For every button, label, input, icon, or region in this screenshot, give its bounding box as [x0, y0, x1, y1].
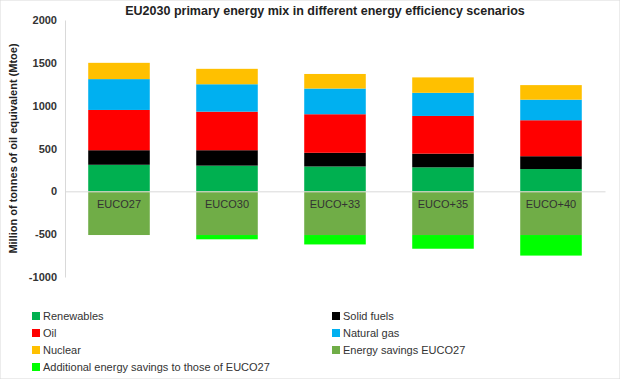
y-tick-label: 500 [39, 143, 57, 155]
bar [412, 154, 474, 168]
x-axis-line [66, 191, 606, 192]
bar [520, 100, 582, 121]
series [88, 191, 582, 235]
legend-item: Nuclear [32, 344, 81, 356]
legend-swatch [32, 363, 40, 371]
y-tick: 1000 [33, 100, 65, 112]
bar [196, 69, 258, 84]
legend-label: Nuclear [43, 344, 81, 356]
bar [412, 235, 474, 249]
legend-item: Oil [32, 327, 56, 339]
y-tick-label: 2000 [33, 14, 57, 26]
y-tick: 1500 [33, 57, 65, 69]
legend-item: Natural gas [332, 327, 400, 339]
bar [196, 150, 258, 165]
legend-label: Energy savings EUCO27 [343, 344, 465, 356]
title: EU2030 primary energy mix in different e… [125, 4, 525, 18]
bar [88, 110, 150, 150]
bar [196, 166, 258, 192]
bar [304, 74, 366, 89]
x-axis: EUCO27 EUCO30 EUCO+33 EUCO+35 EUCO+40 [66, 191, 606, 210]
x-tick-label: EUCO+33 [310, 198, 360, 210]
bar [520, 169, 582, 191]
y-tick-label: 0 [51, 185, 57, 197]
x-tick-label: EUCO27 [97, 198, 141, 210]
x-tick: EUCO+35 [418, 191, 468, 210]
bar [304, 89, 366, 115]
x-tick-label: EUCO30 [205, 198, 249, 210]
bar [412, 116, 474, 154]
legend-swatch [332, 312, 340, 320]
x-tick-label: EUCO+35 [418, 198, 468, 210]
series [88, 110, 582, 156]
bar [412, 191, 474, 235]
bar [412, 167, 474, 191]
y-tick: 500 [39, 143, 65, 155]
bar [304, 235, 366, 244]
y-tick: 0 [51, 185, 65, 197]
bar [412, 77, 474, 92]
bar [88, 63, 150, 79]
legend-swatch [32, 329, 40, 337]
legend-item: Solid fuels [332, 310, 394, 322]
bar [304, 166, 366, 191]
bar [88, 79, 150, 110]
bar [196, 235, 258, 239]
y-tick: 2000 [33, 14, 65, 26]
series [196, 235, 582, 256]
bar [196, 191, 258, 235]
legend-item: Renewables [32, 310, 104, 322]
series [88, 150, 582, 169]
y-tick: -1000 [29, 271, 65, 283]
x-tick: EUCO+33 [310, 191, 360, 210]
bar [520, 85, 582, 100]
bar [88, 165, 150, 192]
legend-swatch [32, 312, 40, 320]
legend-label: Renewables [43, 310, 104, 322]
chart: EU2030 primary energy mix in different e… [0, 0, 620, 379]
series [88, 165, 582, 192]
legend-swatch [32, 346, 40, 354]
y-axis-title: Million of tonnes of oil equivalent (Mto… [7, 43, 19, 254]
y-tick-label: 1500 [33, 57, 57, 69]
y-tick-label: 1000 [33, 100, 57, 112]
bar [196, 84, 258, 111]
bar [88, 150, 150, 165]
x-tick: EUCO+40 [526, 191, 576, 210]
bar [520, 235, 582, 256]
y-tick-label: -1000 [29, 271, 57, 283]
legend: Renewables Solid fuels Oil Natural gas Nucle… [32, 310, 465, 373]
bar [88, 191, 150, 235]
y-tick-label: -500 [35, 228, 57, 240]
legend-label: Solid fuels [343, 310, 394, 322]
legend-swatch [332, 346, 340, 354]
series [88, 63, 582, 100]
x-tick: EUCO30 [205, 191, 249, 210]
x-tick-label: EUCO+40 [526, 198, 576, 210]
legend-item: Additional energy savings to those of EU… [32, 361, 270, 373]
bar [520, 191, 582, 235]
y-axis-line [65, 21, 66, 278]
y-axis: 2000 1500 1000 500 0 -500 -1000 [29, 14, 66, 283]
bar [304, 114, 366, 153]
bar [304, 191, 366, 235]
bar [520, 156, 582, 169]
legend-label: Natural gas [343, 327, 400, 339]
bars [88, 63, 582, 256]
x-tick: EUCO27 [97, 191, 141, 210]
bar [304, 153, 366, 167]
legend-label: Oil [43, 327, 56, 339]
y-tick: -500 [35, 228, 65, 240]
bar [520, 120, 582, 156]
legend-label: Additional energy savings to those of EU… [43, 361, 270, 373]
bar [196, 112, 258, 151]
legend-swatch [332, 329, 340, 337]
legend-item: Energy savings EUCO27 [332, 344, 465, 356]
bar [412, 93, 474, 116]
background [0, 0, 620, 379]
